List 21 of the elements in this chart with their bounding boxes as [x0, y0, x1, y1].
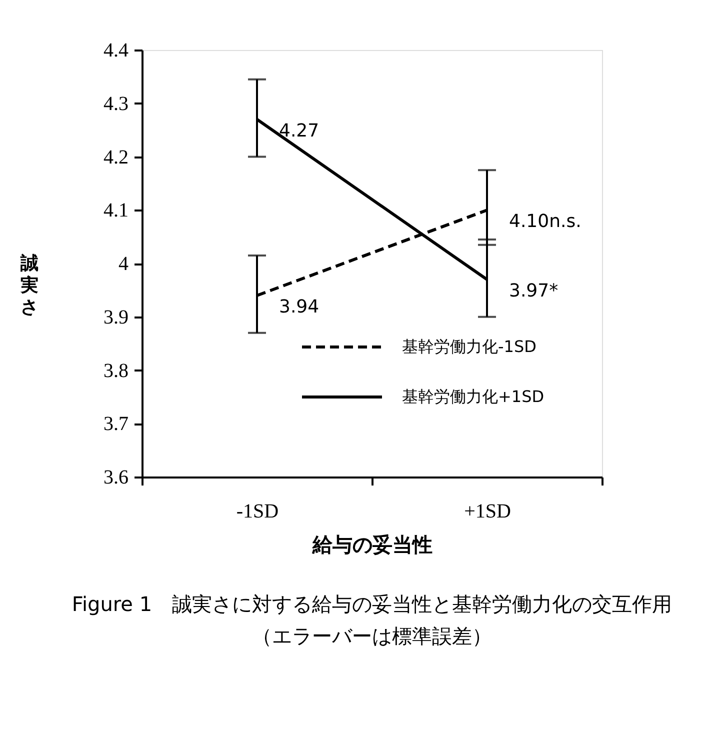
- y-tick-label: 4.1: [104, 200, 128, 222]
- y-axis-title: 誠実さ: [20, 253, 38, 318]
- data-label: 4.27: [279, 120, 320, 142]
- caption: Figure 1 誠実さに対する給与の妥当性と基幹労働力化の交互作用: [72, 592, 672, 616]
- y-tick-label: 3.9: [104, 306, 128, 328]
- legend-label: 基幹労働力化+1SD: [402, 387, 544, 406]
- y-tick-label: 3.8: [104, 360, 128, 382]
- x-tick-label: -1SD: [236, 500, 279, 522]
- x-axis-title: 給与の妥当性: [312, 532, 432, 556]
- y-tick-label: 4: [118, 253, 128, 275]
- y-tick-label: 4.4: [104, 40, 128, 62]
- data-label: 3.94: [279, 296, 320, 318]
- y-tick-label: 3.6: [104, 466, 128, 488]
- y-tick-label: 4.2: [104, 146, 128, 168]
- y-tick-label: 4.3: [104, 92, 128, 115]
- y-tick-label: 3.7: [104, 413, 128, 436]
- text: （エラーバーは標準誤差）: [252, 624, 492, 648]
- data-label: 3.97*: [509, 280, 558, 302]
- x-tick-label: +1SD: [464, 500, 511, 522]
- data-label: 4.10n.s.: [509, 211, 582, 232]
- legend-label: 基幹労働力化-1SD: [402, 337, 536, 356]
